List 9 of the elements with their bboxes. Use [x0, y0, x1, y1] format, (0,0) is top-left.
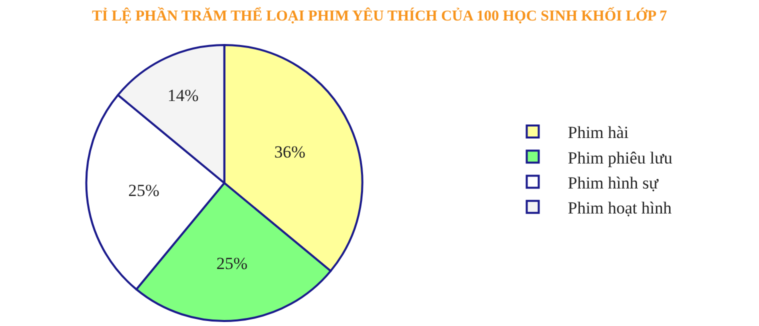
data-label: 25%	[216, 254, 248, 273]
legend-label: Phim phiêu lưu	[568, 148, 673, 168]
legend-label: Phim hình sự	[568, 173, 659, 192]
data-label: 36%	[274, 142, 306, 162]
chart-title: TỈ LỆ PHẦN TRĂM THỂ LOẠI PHIM YÊU THÍCH CỦA 100 HỌC SINH KHỐI LỚP 7	[92, 6, 668, 24]
data-label: 25%	[128, 181, 160, 200]
data-label: 14%	[168, 86, 199, 105]
legend-label: Phim hoạt hình	[568, 198, 672, 218]
legend-label: Phim hài	[568, 123, 629, 142]
